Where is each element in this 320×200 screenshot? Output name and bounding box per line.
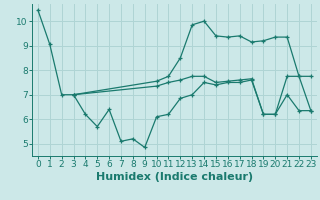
X-axis label: Humidex (Indice chaleur): Humidex (Indice chaleur)	[96, 172, 253, 182]
